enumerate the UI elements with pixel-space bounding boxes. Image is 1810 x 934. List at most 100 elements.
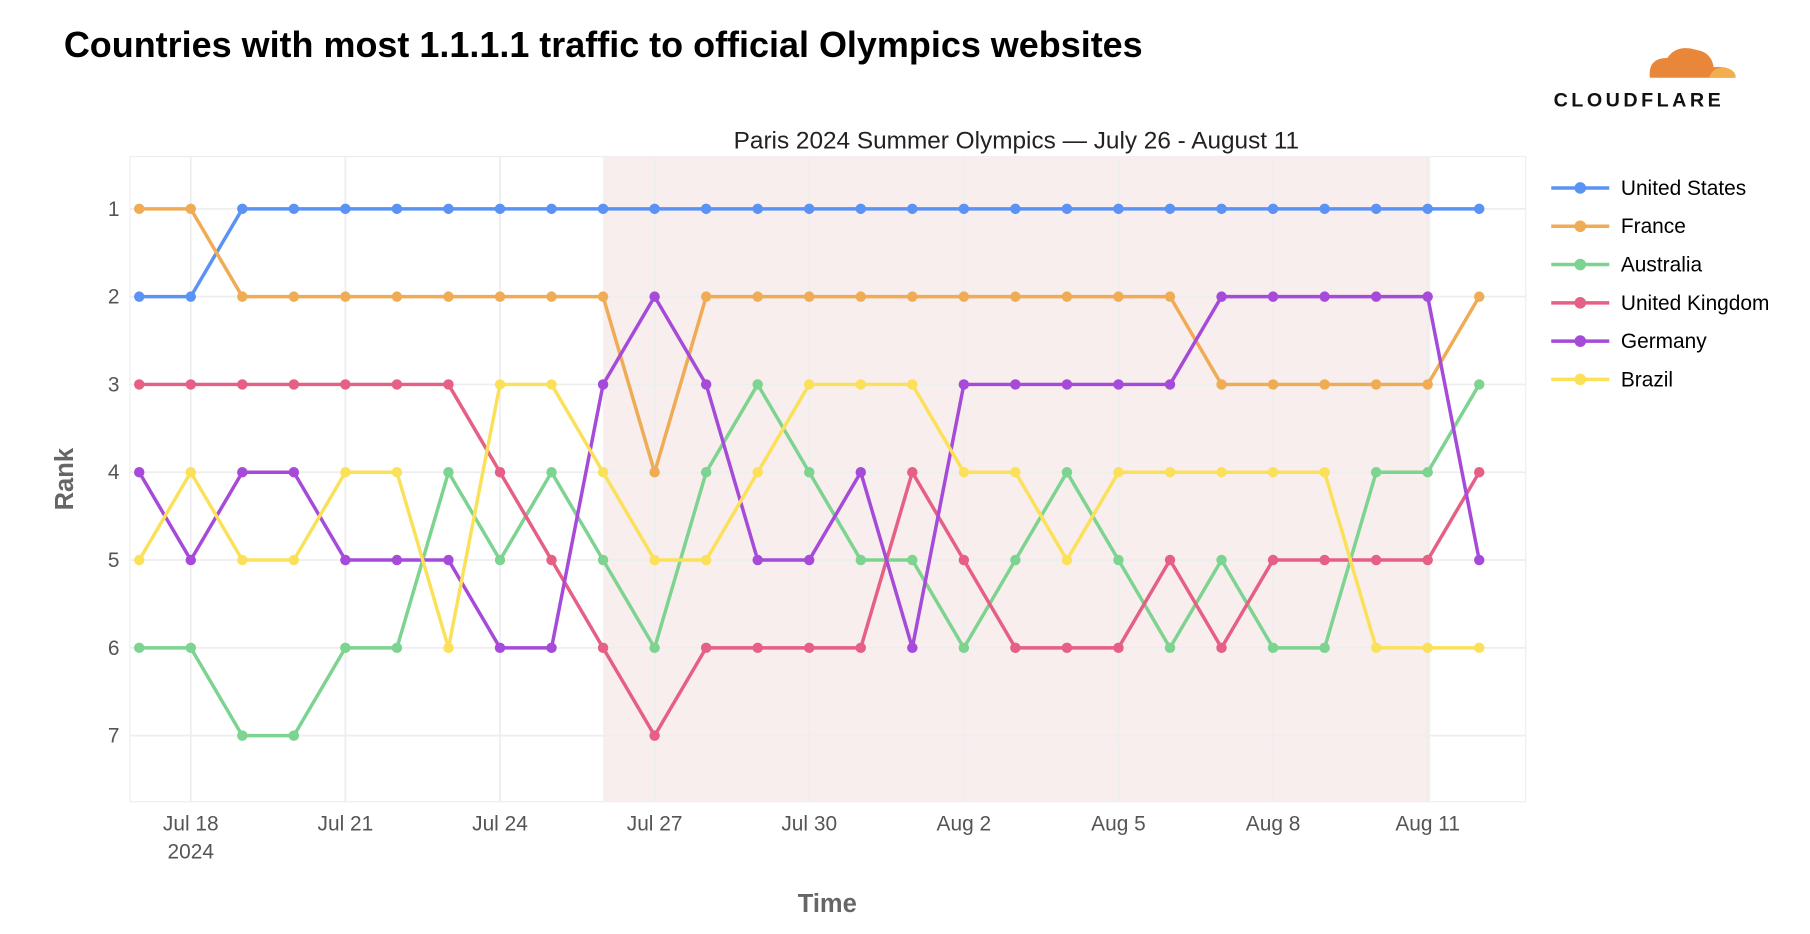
- data-point[interactable]: [443, 291, 454, 302]
- data-point[interactable]: [546, 642, 557, 654]
- data-point[interactable]: [134, 203, 145, 215]
- data-point[interactable]: [237, 291, 248, 302]
- data-point[interactable]: [1422, 467, 1433, 478]
- data-point[interactable]: [1164, 642, 1176, 654]
- data-point[interactable]: [1061, 642, 1073, 654]
- data-point[interactable]: [1474, 203, 1485, 215]
- data-point[interactable]: [494, 291, 506, 302]
- data-point[interactable]: [752, 642, 763, 654]
- data-point[interactable]: [752, 203, 763, 215]
- legend-item[interactable]: Australia: [1551, 253, 1702, 276]
- data-point[interactable]: [1164, 291, 1176, 302]
- data-point[interactable]: [1061, 379, 1073, 390]
- data-point[interactable]: [1010, 642, 1021, 654]
- data-point[interactable]: [391, 291, 403, 302]
- data-point[interactable]: [1010, 379, 1021, 390]
- data-point[interactable]: [288, 467, 300, 478]
- data-point[interactable]: [1422, 291, 1433, 302]
- legend-item[interactable]: France: [1551, 215, 1686, 238]
- data-point[interactable]: [1267, 291, 1279, 302]
- legend-item[interactable]: Brazil: [1551, 368, 1673, 391]
- data-point[interactable]: [546, 203, 557, 215]
- data-point[interactable]: [1113, 379, 1124, 390]
- data-point[interactable]: [185, 467, 196, 478]
- data-point[interactable]: [804, 467, 815, 478]
- data-point[interactable]: [597, 642, 609, 654]
- data-point[interactable]: [1216, 203, 1227, 215]
- data-point[interactable]: [391, 203, 403, 215]
- data-point[interactable]: [1319, 379, 1330, 390]
- data-point[interactable]: [907, 379, 918, 390]
- data-point[interactable]: [391, 642, 403, 654]
- data-point[interactable]: [134, 291, 145, 302]
- data-point[interactable]: [649, 291, 660, 302]
- data-point[interactable]: [1422, 203, 1433, 215]
- data-point[interactable]: [700, 203, 712, 215]
- data-point[interactable]: [958, 203, 970, 215]
- data-point[interactable]: [185, 379, 196, 390]
- data-point[interactable]: [700, 379, 712, 390]
- data-point[interactable]: [649, 203, 660, 215]
- data-point[interactable]: [907, 642, 918, 654]
- data-point[interactable]: [1319, 467, 1330, 478]
- data-point[interactable]: [494, 379, 506, 390]
- data-point[interactable]: [288, 554, 300, 566]
- data-point[interactable]: [597, 467, 609, 478]
- data-point[interactable]: [700, 291, 712, 302]
- data-point[interactable]: [907, 291, 918, 302]
- data-point[interactable]: [237, 730, 248, 741]
- data-point[interactable]: [237, 554, 248, 566]
- data-point[interactable]: [185, 554, 196, 566]
- data-point[interactable]: [1010, 291, 1021, 302]
- data-point[interactable]: [958, 379, 970, 390]
- data-point[interactable]: [134, 642, 145, 654]
- data-point[interactable]: [1319, 203, 1330, 215]
- data-point[interactable]: [443, 379, 454, 390]
- data-point[interactable]: [804, 379, 815, 390]
- data-point[interactable]: [1010, 554, 1021, 566]
- data-point[interactable]: [546, 379, 557, 390]
- data-point[interactable]: [700, 467, 712, 478]
- data-point[interactable]: [1113, 291, 1124, 302]
- data-point[interactable]: [700, 554, 712, 566]
- data-point[interactable]: [494, 642, 506, 654]
- data-point[interactable]: [700, 642, 712, 654]
- data-point[interactable]: [288, 730, 300, 741]
- data-point[interactable]: [494, 554, 506, 566]
- data-point[interactable]: [1422, 642, 1433, 654]
- data-point[interactable]: [1319, 554, 1330, 566]
- data-point[interactable]: [1370, 467, 1382, 478]
- data-point[interactable]: [1164, 554, 1176, 566]
- data-point[interactable]: [958, 642, 970, 654]
- data-point[interactable]: [340, 554, 351, 566]
- data-point[interactable]: [1319, 291, 1330, 302]
- data-point[interactable]: [1370, 291, 1382, 302]
- data-point[interactable]: [1370, 203, 1382, 215]
- data-point[interactable]: [1370, 379, 1382, 390]
- data-point[interactable]: [443, 467, 454, 478]
- data-point[interactable]: [1474, 467, 1485, 478]
- data-point[interactable]: [958, 467, 970, 478]
- data-point[interactable]: [1010, 467, 1021, 478]
- data-point[interactable]: [752, 291, 763, 302]
- data-point[interactable]: [855, 554, 866, 566]
- legend-item[interactable]: United Kingdom: [1551, 292, 1769, 315]
- data-point[interactable]: [855, 291, 866, 302]
- data-point[interactable]: [1474, 379, 1485, 390]
- data-point[interactable]: [855, 467, 866, 478]
- data-point[interactable]: [340, 642, 351, 654]
- data-point[interactable]: [1267, 642, 1279, 654]
- data-point[interactable]: [1216, 291, 1227, 302]
- data-point[interactable]: [1267, 554, 1279, 566]
- data-point[interactable]: [1164, 467, 1176, 478]
- data-point[interactable]: [546, 291, 557, 302]
- data-point[interactable]: [1216, 467, 1227, 478]
- data-point[interactable]: [134, 554, 145, 566]
- data-point[interactable]: [907, 203, 918, 215]
- data-point[interactable]: [1422, 554, 1433, 566]
- data-point[interactable]: [804, 554, 815, 566]
- data-point[interactable]: [134, 467, 145, 478]
- data-point[interactable]: [443, 554, 454, 566]
- data-point[interactable]: [752, 467, 763, 478]
- data-point[interactable]: [1267, 203, 1279, 215]
